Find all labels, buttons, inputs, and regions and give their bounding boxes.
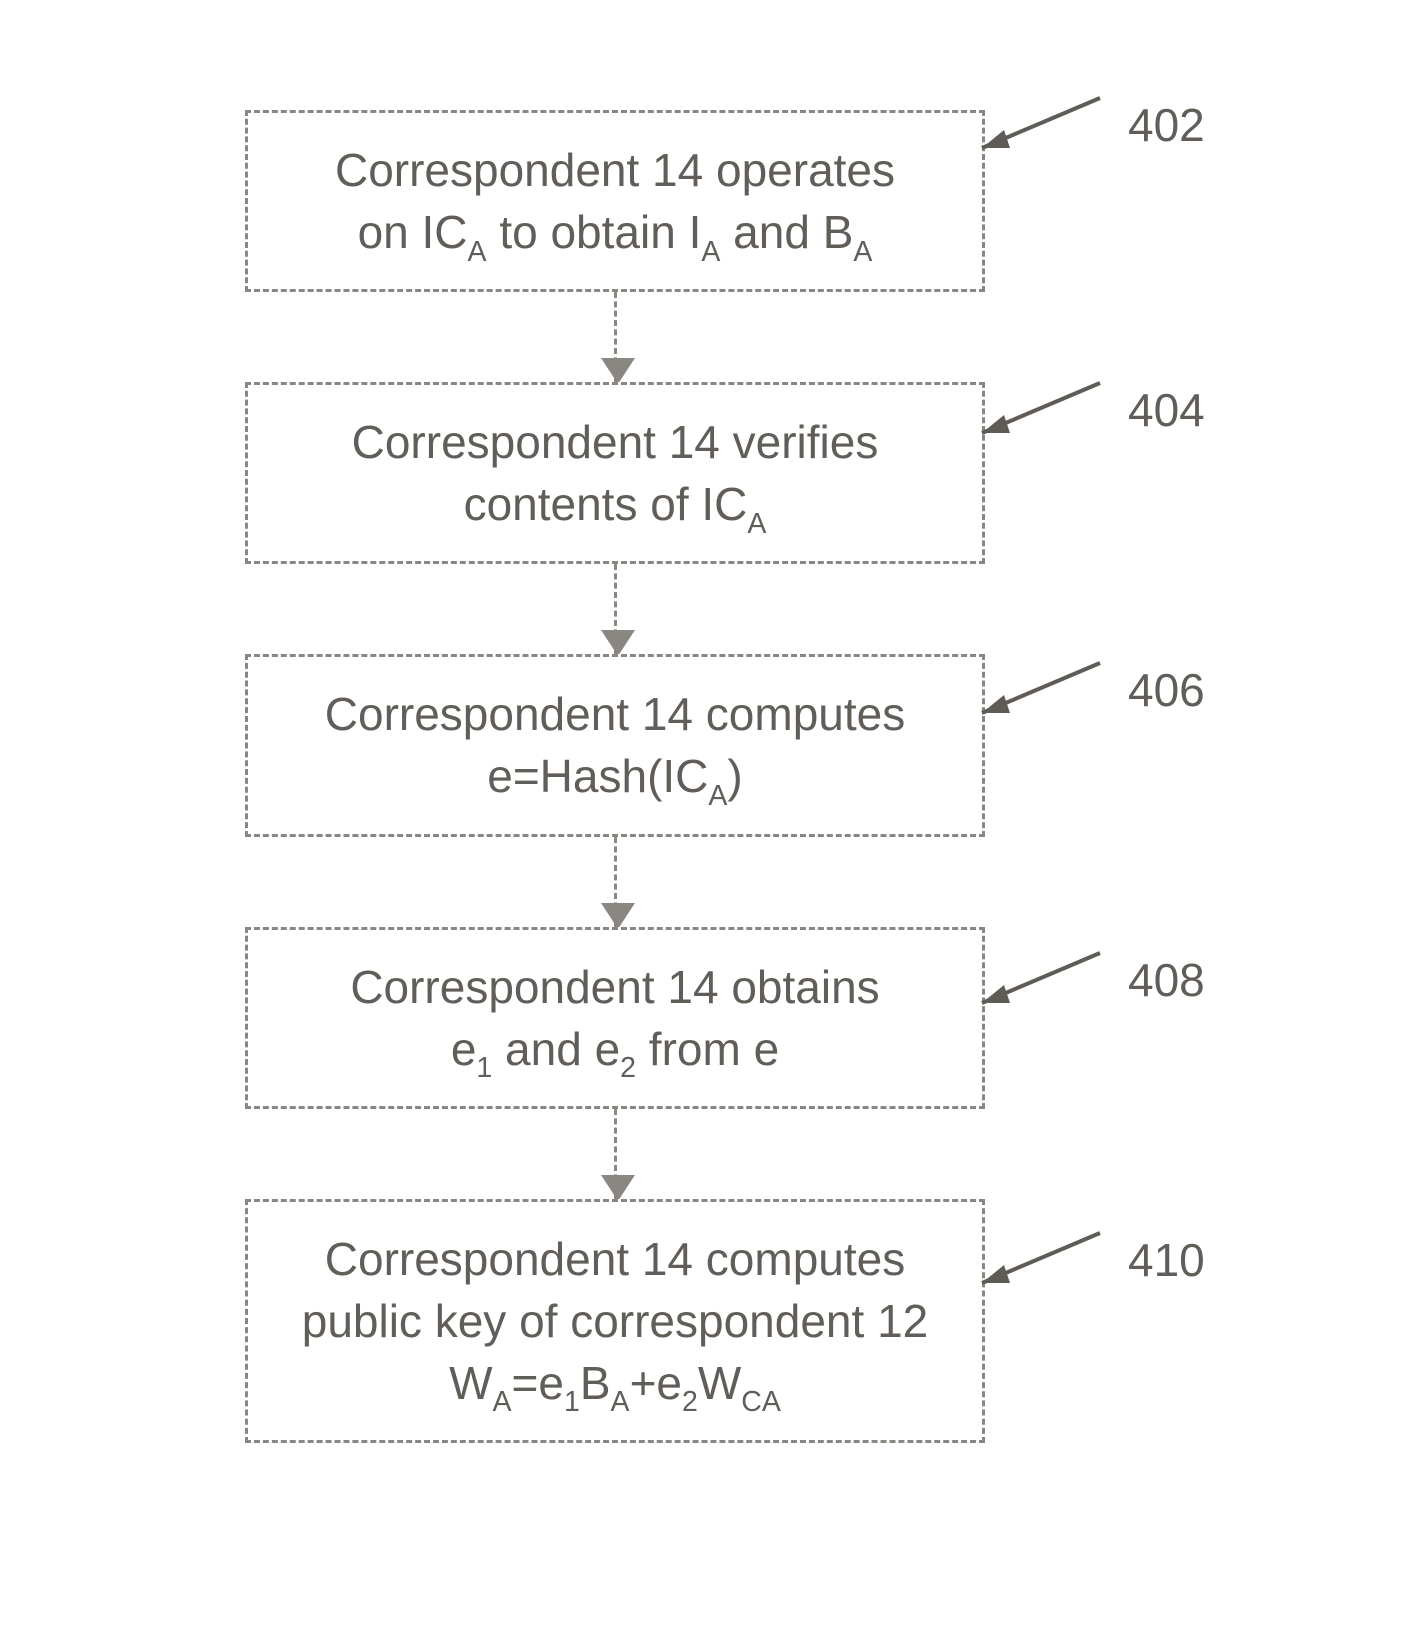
ref-label-408: 408 bbox=[960, 945, 1205, 1015]
ref-label-402: 402 bbox=[960, 90, 1205, 160]
step-410-line-1: Correspondent 14 computes bbox=[268, 1228, 962, 1290]
step-410-line-2: public key of correspondent 12 bbox=[268, 1290, 962, 1352]
leader-arrow-icon bbox=[960, 375, 1110, 445]
step-406-line-1: Correspondent 14 computes bbox=[268, 683, 962, 745]
connector-404-406 bbox=[614, 564, 617, 654]
flowchart-container: Correspondent 14 operates on ICA to obta… bbox=[180, 110, 1050, 1443]
connector-406-408 bbox=[614, 837, 617, 927]
ref-number-404: 404 bbox=[1128, 383, 1205, 437]
flow-step-404: Correspondent 14 verifies contents of IC… bbox=[245, 382, 985, 564]
ref-number-406: 406 bbox=[1128, 663, 1205, 717]
flow-step-408: Correspondent 14 obtains e1 and e2 from … bbox=[245, 927, 985, 1109]
ref-number-410: 410 bbox=[1128, 1233, 1205, 1287]
ref-number-402: 402 bbox=[1128, 98, 1205, 152]
step-410-line-3: WA=e1BA+e2WCA bbox=[268, 1352, 962, 1414]
step-404-line-1: Correspondent 14 verifies bbox=[268, 411, 962, 473]
ref-number-408: 408 bbox=[1128, 953, 1205, 1007]
step-408-line-2: e1 and e2 from e bbox=[268, 1018, 962, 1080]
leader-arrow-icon bbox=[960, 655, 1110, 725]
flow-step-402: Correspondent 14 operates on ICA to obta… bbox=[245, 110, 985, 292]
step-406-line-2: e=Hash(ICA) bbox=[268, 745, 962, 807]
step-402-line-2: on ICA to obtain IA and BA bbox=[268, 201, 962, 263]
connector-408-410 bbox=[614, 1109, 617, 1199]
leader-arrow-icon bbox=[960, 1225, 1110, 1295]
step-408-line-1: Correspondent 14 obtains bbox=[268, 956, 962, 1018]
step-404-line-2: contents of ICA bbox=[268, 473, 962, 535]
leader-arrow-icon bbox=[960, 945, 1110, 1015]
flow-step-410: Correspondent 14 computes public key of … bbox=[245, 1199, 985, 1443]
ref-label-406: 406 bbox=[960, 655, 1205, 725]
ref-label-404: 404 bbox=[960, 375, 1205, 445]
step-402-line-1: Correspondent 14 operates bbox=[268, 139, 962, 201]
connector-402-404 bbox=[614, 292, 617, 382]
leader-arrow-icon bbox=[960, 90, 1110, 160]
ref-label-410: 410 bbox=[960, 1225, 1205, 1295]
flow-step-406: Correspondent 14 computes e=Hash(ICA) bbox=[245, 654, 985, 836]
